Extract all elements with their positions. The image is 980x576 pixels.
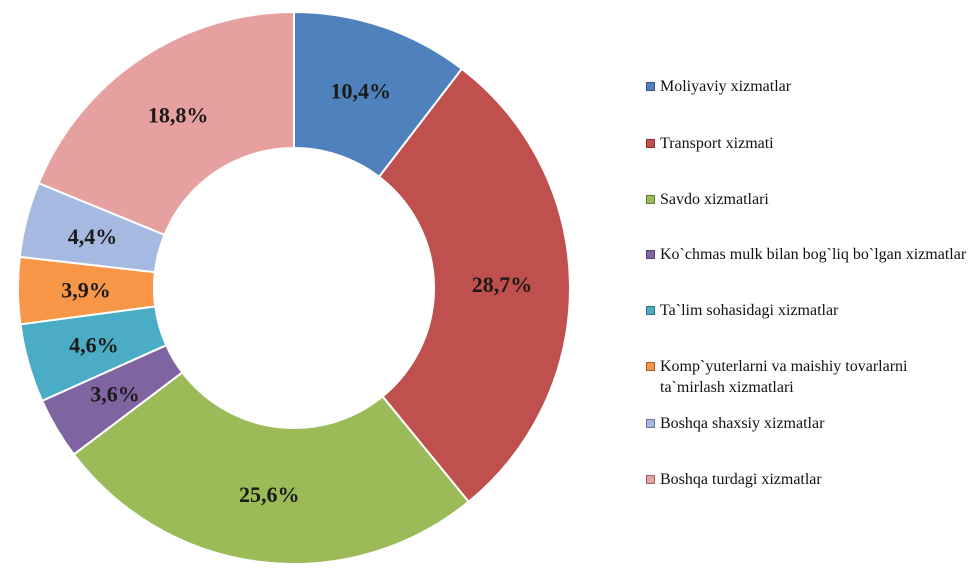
legend-label: Savdo xizmatlari: [660, 191, 769, 208]
legend-swatch: [646, 475, 655, 484]
legend-swatch: [646, 195, 655, 204]
legend-item-boshqa-turdagi-xizmatlar: Boshqa turdagi xizmatlar: [646, 469, 970, 490]
slice-boshqa-turdagi-xizmatlar: [37, 10, 295, 237]
legend-swatch: [646, 306, 655, 315]
legend-label: Transport xizmati: [660, 135, 774, 152]
legend-swatch: [646, 419, 655, 428]
data-label-savdo-xizmatlari: 25,6%: [239, 482, 300, 507]
legend-label: Komp`yuterlarni va maishiy tovarlarni ta…: [660, 358, 908, 396]
legend-label: Moliyaviy xizmatlar: [660, 78, 792, 95]
slice-transport-xizmati: [377, 67, 571, 504]
legend-swatch: [646, 82, 655, 91]
legend-item-ko-chmas-mulk-bilan-bog-liq-bo-lgan-xizmatlar: Ko`chmas mulk bilan bog`liq bo`lgan xizm…: [646, 244, 970, 265]
legend-label: Boshqa shaxsiy xizmatlar: [660, 415, 825, 432]
legend-item-savdo-xizmatlari: Savdo xizmatlari: [646, 189, 970, 210]
slice-savdo-xizmatlari: [72, 371, 470, 565]
data-labels-group: 10,4% 28,7% 25,6% 3,6% 4,6% 3,9% 4,4% 18,8%: [61, 79, 532, 508]
data-label-boshqa-turdagi-xizmatlar: 18,8%: [148, 103, 209, 128]
data-label-transport-xizmati: 28,7%: [472, 272, 533, 297]
slices-group: [17, 10, 571, 565]
legend-item-moliyaviy-xizmatlar: Moliyaviy xizmatlar: [646, 76, 970, 97]
legend-label: Ko`chmas mulk bilan bog`liq bo`lgan xizm…: [660, 246, 967, 263]
legend-swatch: [646, 250, 655, 259]
data-label-moliyaviy-xizmatlar: 10,4%: [331, 79, 392, 104]
data-label-ko-chmas-mulk-bilan-bog-liq-bo-lgan-xizmatlar: 3,6%: [90, 381, 140, 406]
data-label-ta-lim-sohasidagi-xizmatlar: 4,6%: [69, 332, 119, 357]
legend-item-ta-lim-sohasidagi-xizmatlar: Ta`lim sohasidagi xizmatlar: [646, 300, 970, 321]
legend-label: Boshqa turdagi xizmatlar: [660, 471, 822, 488]
legend-item-boshqa-shaxsiy-xizmatlar: Boshqa shaxsiy xizmatlar: [646, 413, 970, 434]
data-label-komp-yuterlarni-va-maishiy-tovarlarni-ta-mirlash-xizmatlari: 3,9%: [61, 277, 111, 302]
data-label-boshqa-shaxsiy-xizmatlar: 4,4%: [68, 224, 118, 249]
legend-item-komp-yuterlarni-va-maishiy-tovarlarni-ta-mirlash-xizmatlari: Komp`yuterlarni va maishiy tovarlarni ta…: [646, 356, 970, 398]
legend-swatch: [646, 139, 655, 148]
legend-item-transport-xizmati: Transport xizmati: [646, 133, 970, 154]
legend-swatch: [646, 362, 655, 371]
legend-label: Ta`lim sohasidagi xizmatlar: [660, 302, 839, 319]
